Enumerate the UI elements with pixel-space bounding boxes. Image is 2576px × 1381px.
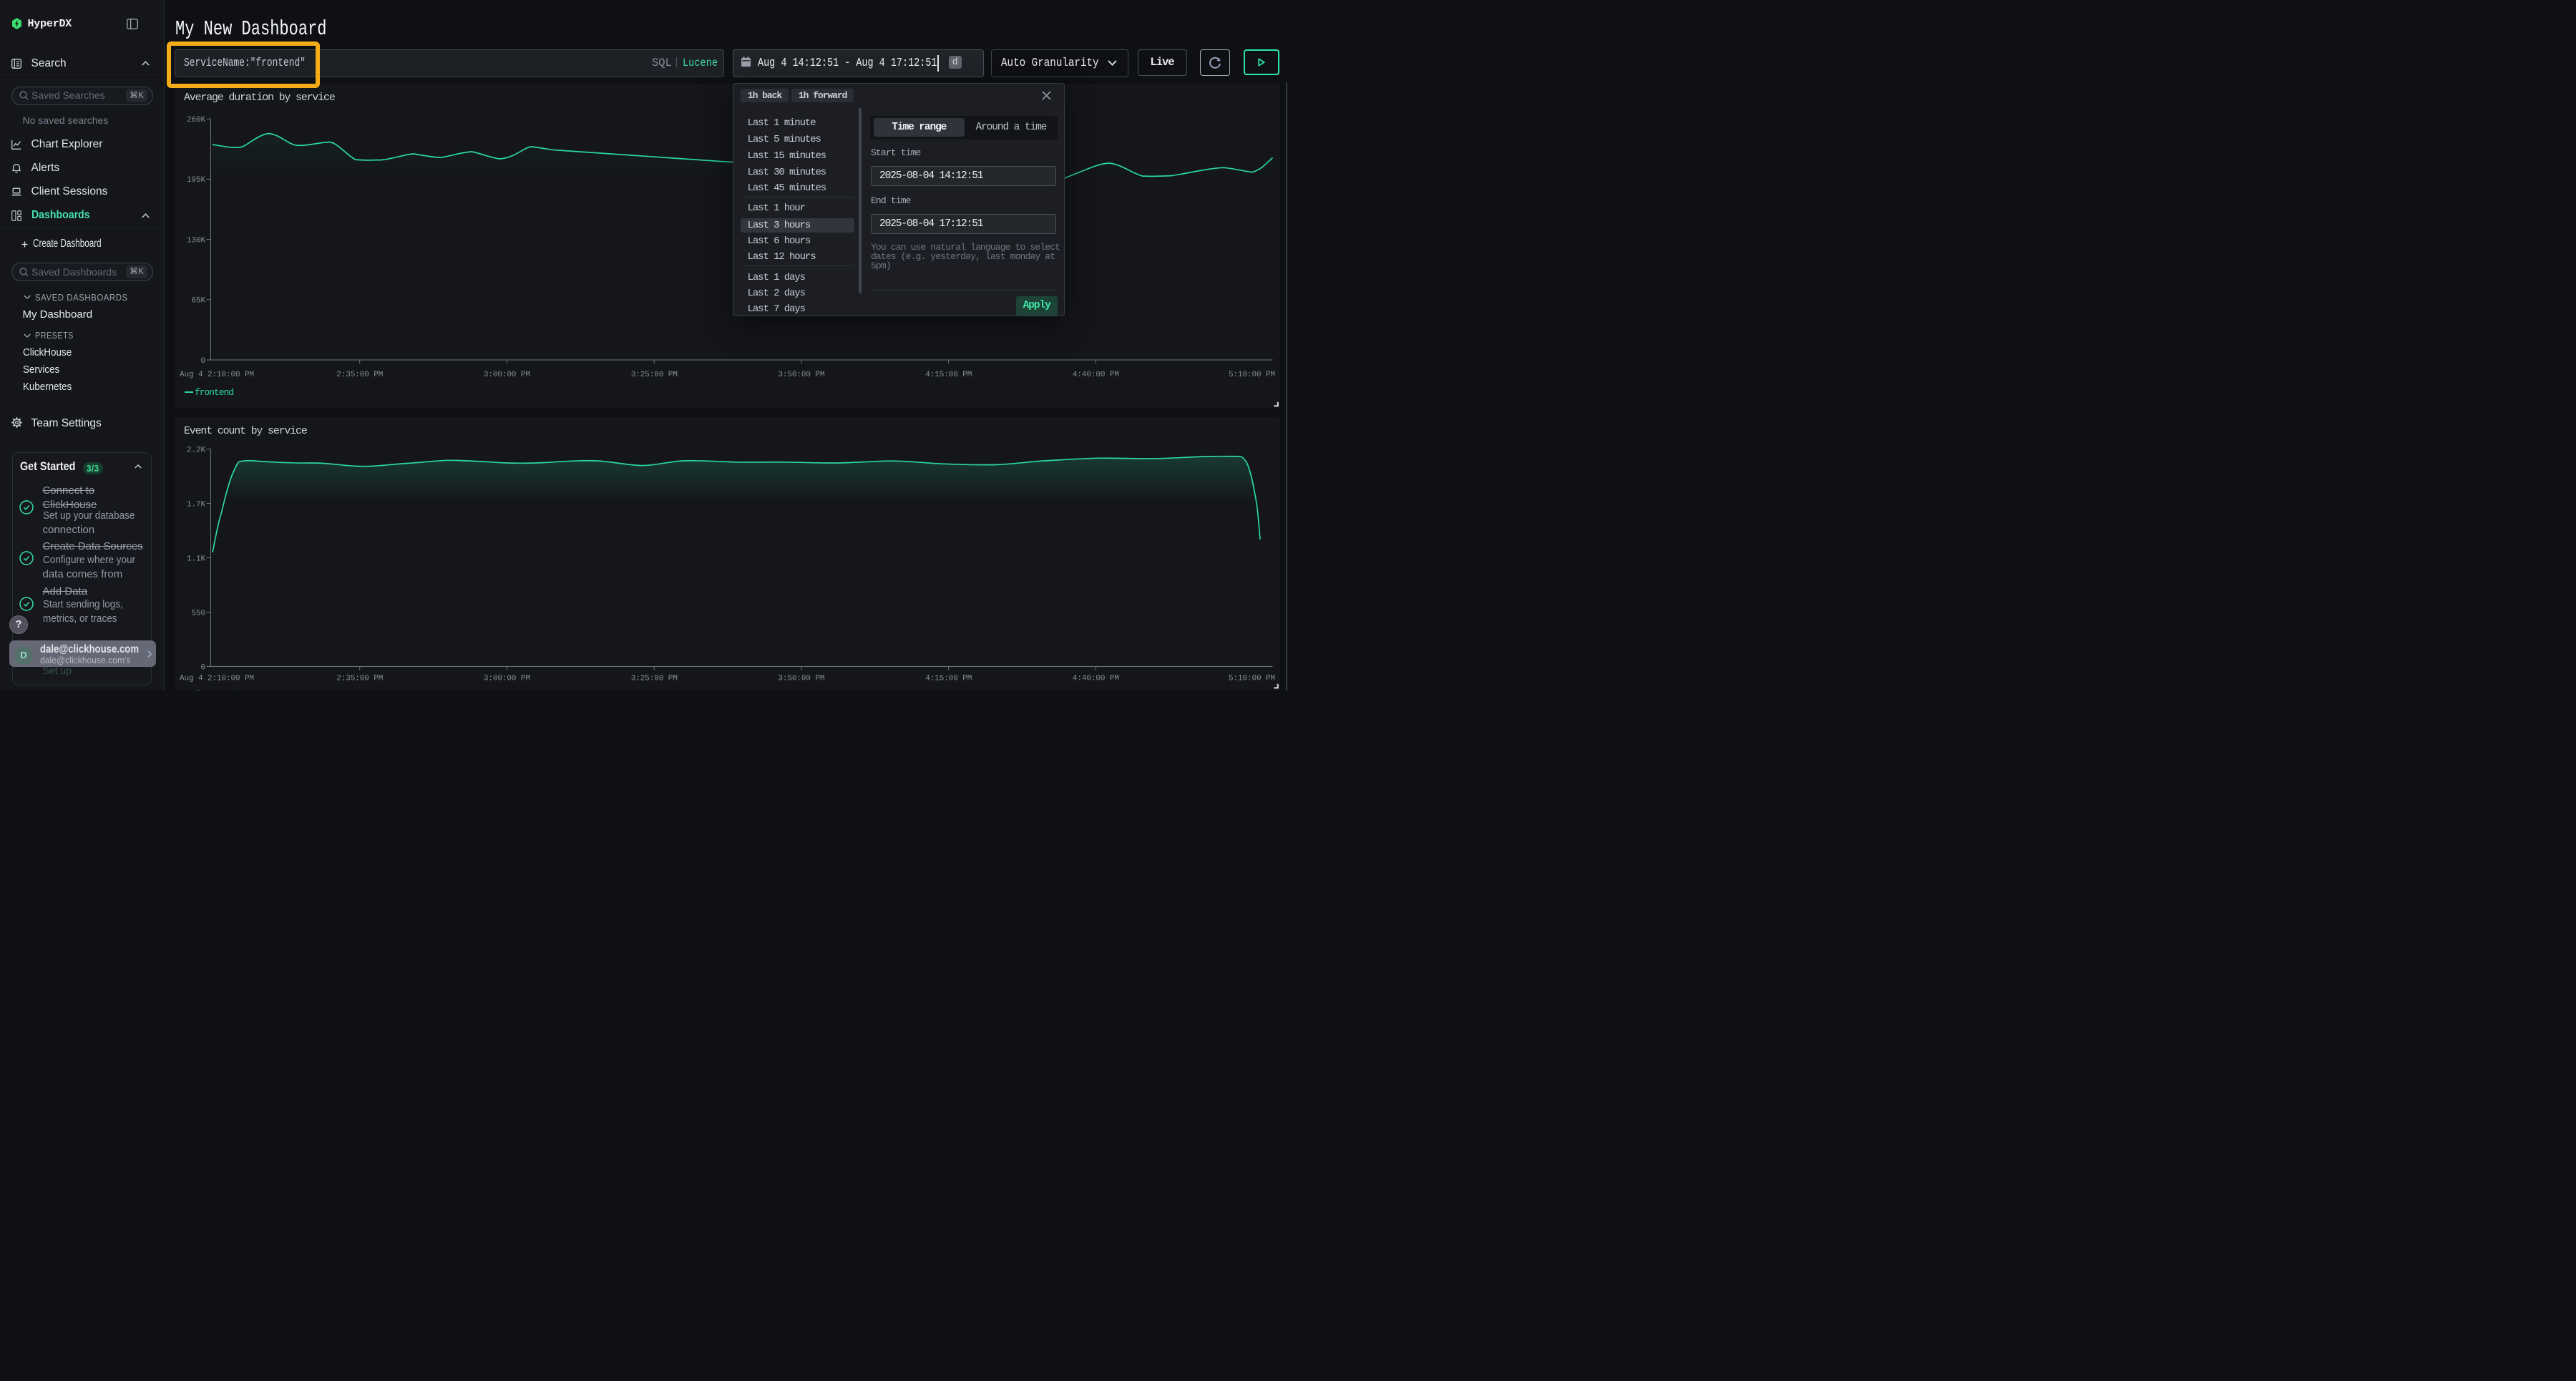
svg-text:Aug 4 2:10:00 PM: Aug 4 2:10:00 PM — [180, 371, 254, 379]
svg-text:0: 0 — [200, 357, 205, 366]
svg-text:4:15:00 PM: 4:15:00 PM — [925, 675, 972, 683]
svg-text:5:10:00 PM: 5:10:00 PM — [1228, 371, 1274, 379]
svg-text:4:40:00 PM: 4:40:00 PM — [1072, 675, 1118, 683]
svg-text:3:25:00 PM: 3:25:00 PM — [630, 675, 677, 683]
svg-text:3:50:00 PM: 3:50:00 PM — [778, 371, 824, 379]
svg-text:3:00:00 PM: 3:00:00 PM — [483, 371, 530, 379]
svg-text:65K: 65K — [191, 297, 205, 306]
svg-text:2.2K: 2.2K — [186, 446, 205, 454]
svg-text:130K: 130K — [186, 236, 205, 245]
svg-text:2:35:00 PM: 2:35:00 PM — [336, 675, 383, 683]
svg-text:1.7K: 1.7K — [186, 500, 205, 509]
svg-text:260K: 260K — [186, 116, 205, 125]
svg-text:3:25:00 PM: 3:25:00 PM — [630, 371, 677, 379]
svg-text:Aug 4 2:10:00 PM: Aug 4 2:10:00 PM — [180, 675, 254, 683]
svg-text:1.1K: 1.1K — [186, 555, 205, 563]
svg-text:195K: 195K — [186, 176, 205, 185]
svg-text:2:35:00 PM: 2:35:00 PM — [336, 371, 383, 379]
svg-text:5:10:00 PM: 5:10:00 PM — [1228, 675, 1274, 683]
svg-text:4:15:00 PM: 4:15:00 PM — [925, 371, 972, 379]
svg-text:550: 550 — [191, 609, 205, 618]
svg-text:0: 0 — [200, 663, 205, 672]
svg-text:3:50:00 PM: 3:50:00 PM — [778, 675, 824, 683]
svg-text:3:00:00 PM: 3:00:00 PM — [483, 675, 530, 683]
svg-text:4:40:00 PM: 4:40:00 PM — [1072, 371, 1118, 379]
